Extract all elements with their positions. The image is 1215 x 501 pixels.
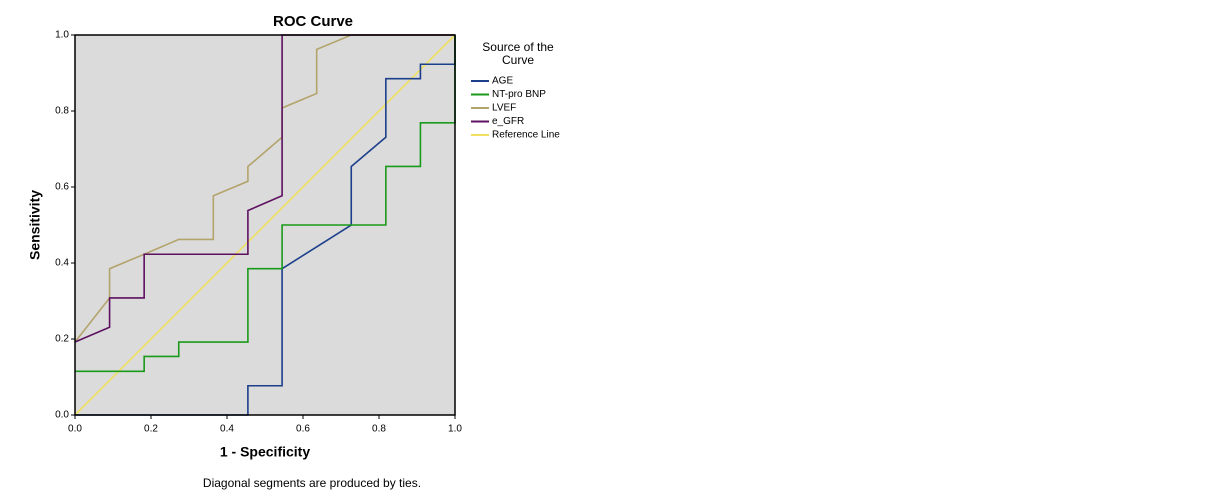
- x-tick-label: 1.0: [448, 424, 462, 435]
- x-tick-label: 0.6: [296, 424, 310, 435]
- legend-label: Reference Line: [492, 130, 560, 141]
- x-axis-label: 1 - Specificity: [220, 444, 310, 460]
- x-tick-label: 0.0: [68, 424, 82, 435]
- y-tick-label: 0.8: [55, 106, 69, 117]
- roc-line: [74, 34, 455, 343]
- y-tick-label: 1.0: [55, 30, 69, 41]
- roc-line: [74, 34, 456, 416]
- legend-title: Source of the: [482, 40, 554, 54]
- legend-label: LVEF: [492, 103, 516, 114]
- roc-line: [75, 35, 456, 373]
- chart-title: ROC Curve: [273, 13, 353, 30]
- legend-label: NT-pro BNP: [492, 89, 546, 100]
- legend-label: AGE: [492, 76, 513, 87]
- y-tick-label: 0.2: [55, 334, 69, 345]
- x-tick-label: 0.8: [372, 424, 386, 435]
- y-tick-label: 0.6: [55, 182, 69, 193]
- y-tick-label: 0.4: [55, 258, 69, 269]
- y-tick-label: 0.0: [55, 410, 69, 421]
- x-tick-label: 0.4: [220, 424, 234, 435]
- plot-border: [74, 34, 456, 416]
- roc-line: [75, 35, 456, 416]
- legend-label: e_GFR: [492, 116, 524, 127]
- y-axis-label: Sensitivity: [27, 190, 43, 260]
- footnote: Diagonal segments are produced by ties.: [203, 476, 421, 490]
- roc-line: [74, 34, 455, 343]
- legend-title: Curve: [502, 53, 534, 67]
- x-tick-label: 0.2: [144, 424, 158, 435]
